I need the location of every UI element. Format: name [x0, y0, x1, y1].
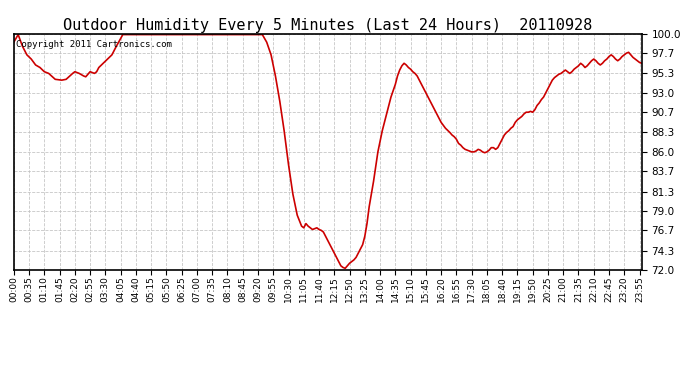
Title: Outdoor Humidity Every 5 Minutes (Last 24 Hours)  20110928: Outdoor Humidity Every 5 Minutes (Last 2… — [63, 18, 593, 33]
Text: Copyright 2011 Cartronics.com: Copyright 2011 Cartronics.com — [16, 40, 172, 49]
